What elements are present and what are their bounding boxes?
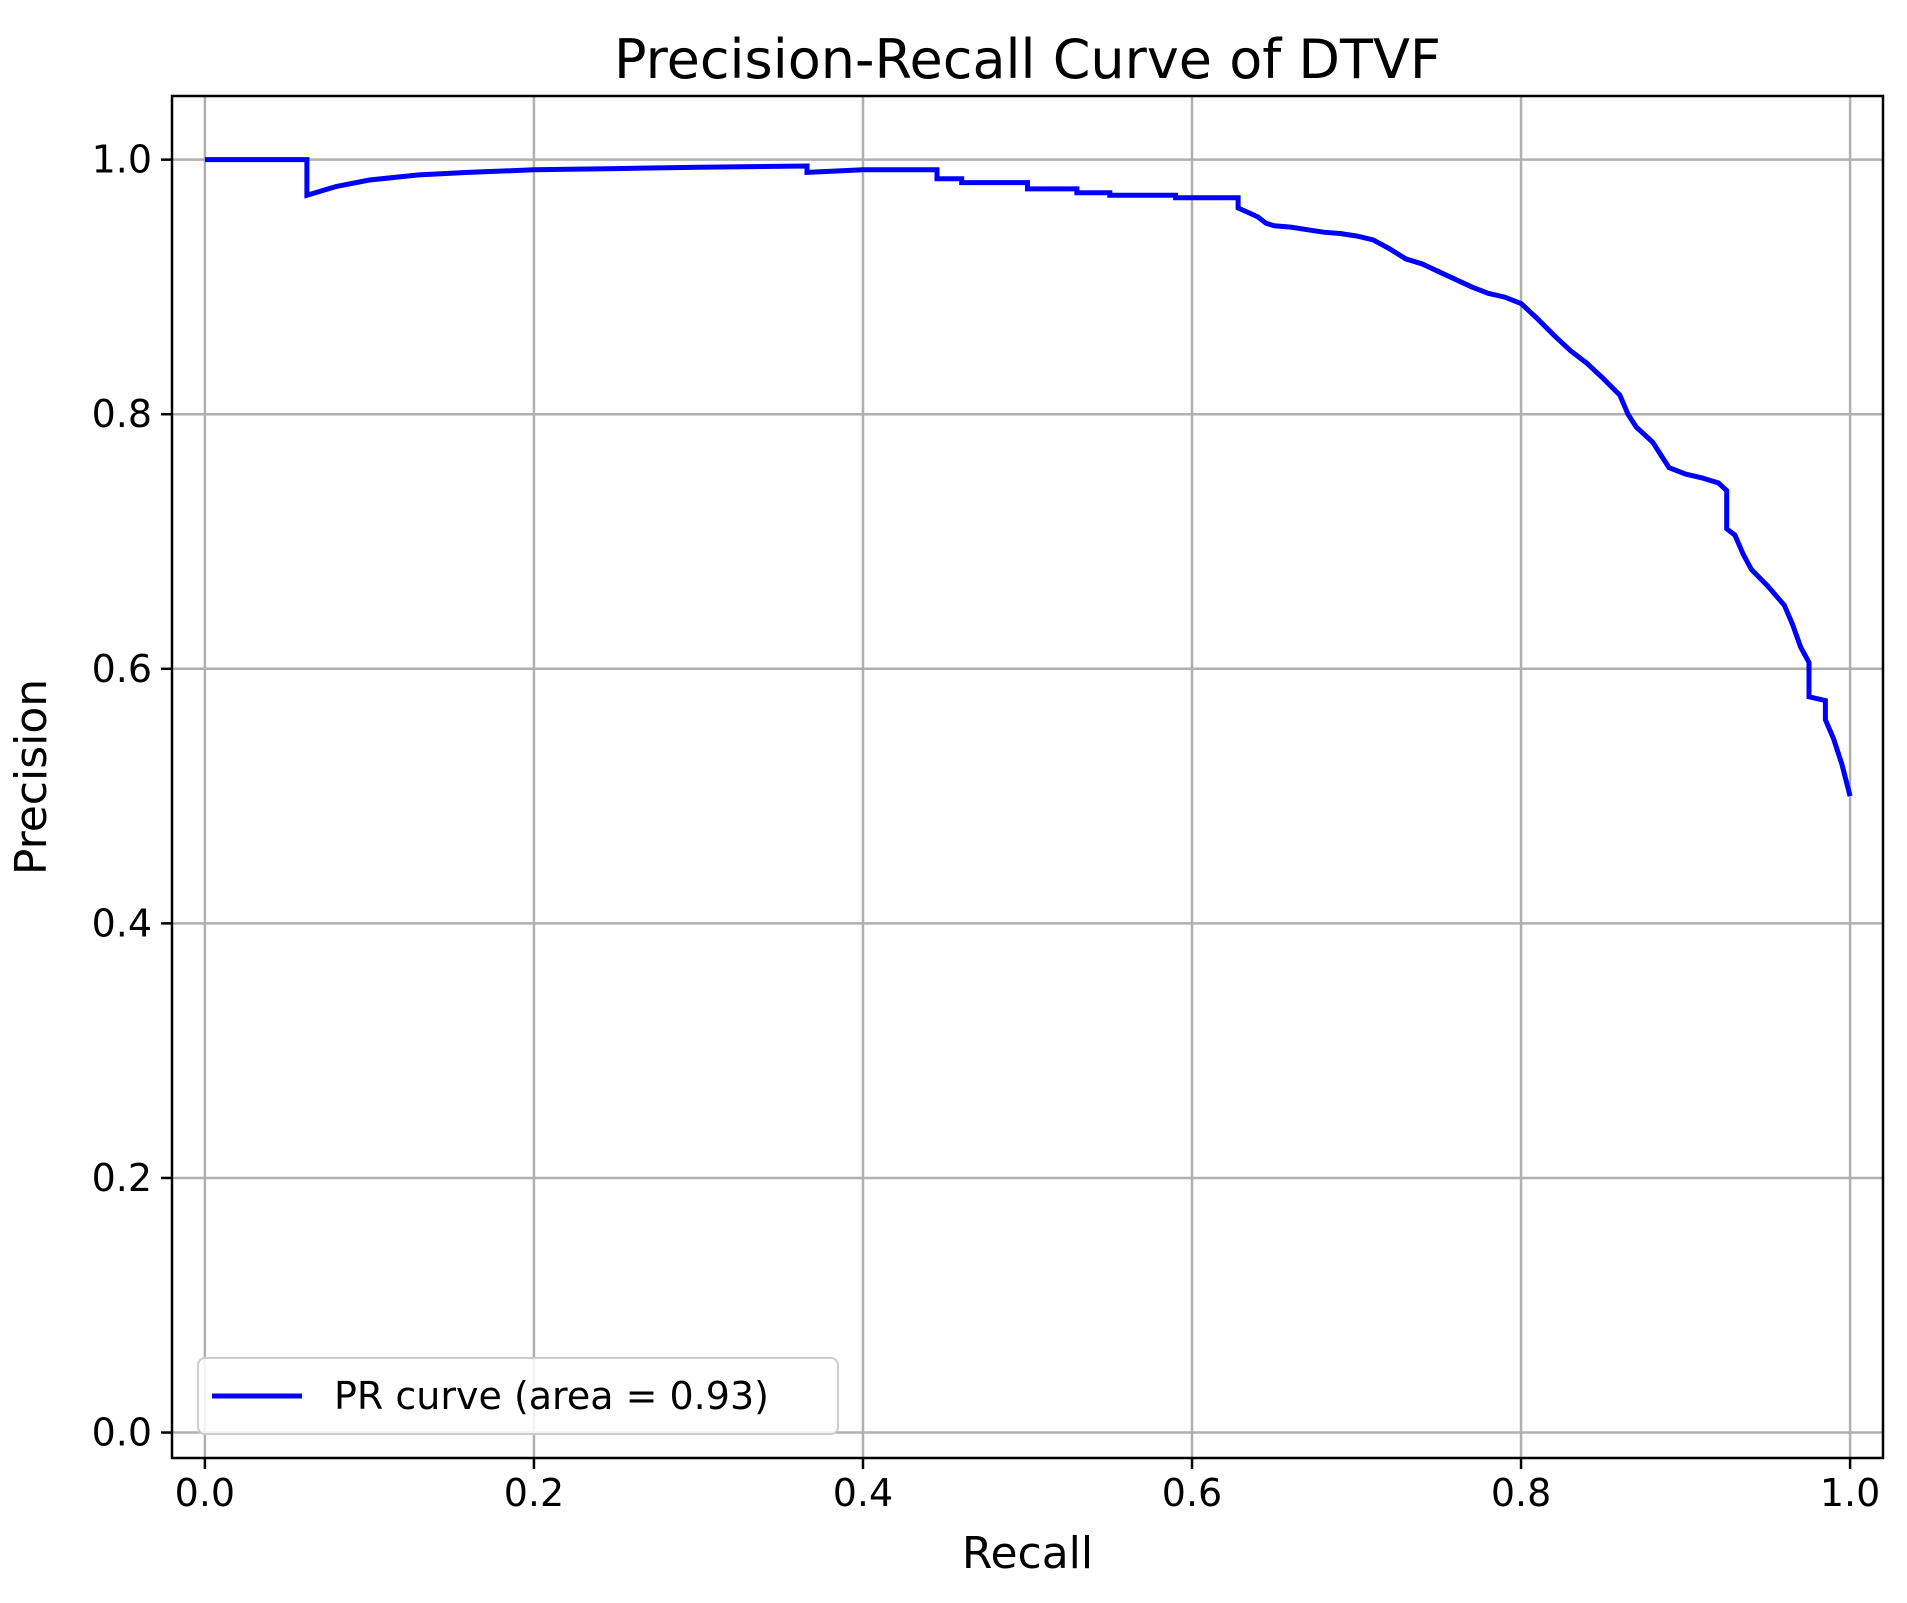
y-tick-label: 1.0 — [92, 138, 152, 182]
x-tick-label: 0.8 — [1491, 1471, 1551, 1515]
y-axis-label: Precision — [6, 679, 57, 875]
grid-layer — [172, 96, 1883, 1458]
pr-curve-line — [204, 157, 1853, 797]
x-axis-label: Recall — [962, 1528, 1093, 1579]
plot-frame — [170, 94, 1885, 1460]
x-tick-label: 0.4 — [833, 1471, 893, 1515]
legend-box — [197, 1357, 839, 1435]
x-tick-label: 0.6 — [1162, 1471, 1222, 1515]
y-tick-label: 0.8 — [92, 392, 152, 436]
chart-title: Precision-Recall Curve of DTVF — [614, 28, 1441, 91]
x-tick-label: 1.0 — [1820, 1471, 1880, 1515]
series-layer — [204, 157, 1853, 797]
legend: PR curve (area = 0.93) — [197, 1357, 839, 1435]
x-tick-label: 0.2 — [504, 1471, 564, 1515]
legend-label: PR curve (area = 0.93) — [334, 1374, 769, 1418]
y-tick-label: 0.0 — [92, 1411, 152, 1455]
x-tick-label: 0.0 — [175, 1471, 235, 1515]
y-tick-label: 0.2 — [92, 1156, 152, 1200]
y-tick-label: 0.4 — [92, 901, 152, 945]
y-tick-label: 0.6 — [92, 647, 152, 691]
tick-layer: 0.0 0.2 0.4 0.6 0.8 1.0 0.0 0.2 0.4 0.6 0.8 1.0 — [92, 138, 1881, 1515]
